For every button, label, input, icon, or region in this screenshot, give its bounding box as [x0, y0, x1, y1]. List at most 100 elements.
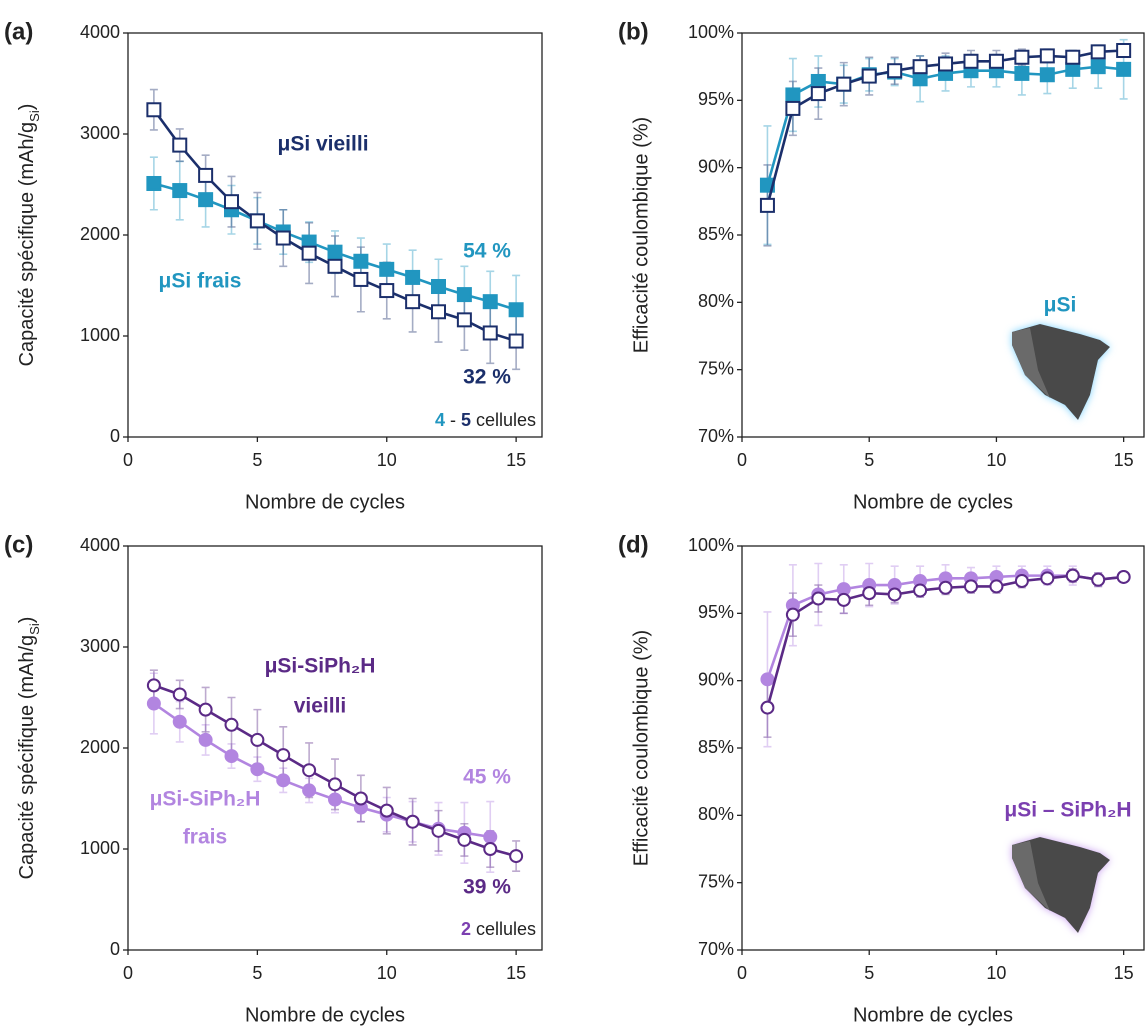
- x-axis-label: Nombre de cycles: [245, 1004, 405, 1026]
- particle-icon: [1012, 837, 1110, 933]
- marker: [483, 829, 498, 844]
- marker: [456, 312, 472, 328]
- y-axis-label-part: Capacité spécifique (mAh/g: [16, 122, 38, 367]
- x-axis-label: Nombre de cycles: [245, 491, 405, 513]
- marker: [353, 271, 369, 287]
- marker: [963, 53, 979, 69]
- annotation: μSi – SiPh₂H: [1004, 799, 1131, 822]
- x-tick-label: 15: [1114, 963, 1134, 983]
- marker: [302, 763, 317, 778]
- y-axis-label: Efficacité coulombique (%): [630, 117, 652, 353]
- y-tick-label: 0: [110, 426, 120, 446]
- marker: [482, 325, 498, 341]
- y-tick-label: 2000: [80, 737, 120, 757]
- marker: [250, 762, 265, 777]
- x-axis-label: Nombre de cycles: [853, 491, 1013, 513]
- marker: [146, 102, 162, 118]
- marker: [1116, 61, 1132, 77]
- marker: [146, 696, 161, 711]
- marker: [1014, 65, 1030, 81]
- marker: [759, 197, 775, 213]
- annotation: 54 %: [463, 240, 511, 263]
- marker: [198, 192, 214, 208]
- marker: [146, 678, 161, 693]
- marker: [836, 76, 852, 92]
- x-tick-label: 5: [252, 963, 262, 983]
- marker: [988, 53, 1004, 69]
- x-tick-label: 0: [737, 450, 747, 470]
- y-axis-label-part: Si: [27, 110, 42, 122]
- y-tick-label: 70%: [698, 426, 734, 446]
- marker: [508, 302, 524, 318]
- panel-label: (c): [4, 531, 33, 558]
- marker: [989, 579, 1004, 594]
- annotation: μSi frais: [159, 270, 242, 293]
- marker: [301, 245, 317, 261]
- x-tick-label: 0: [123, 450, 133, 470]
- annotation-part: 5: [461, 410, 471, 430]
- marker: [483, 842, 498, 856]
- marker: [431, 823, 446, 838]
- annotation: 2 cellules: [461, 919, 536, 939]
- x-tick-label: 5: [864, 963, 874, 983]
- y-axis-label-part: Capacité spécifique (mAh/g: [16, 635, 38, 880]
- marker: [887, 63, 903, 79]
- marker: [172, 183, 188, 199]
- marker: [198, 167, 214, 183]
- annotation: μSi-SiPh₂H: [150, 788, 261, 811]
- marker: [328, 792, 342, 807]
- marker: [405, 814, 420, 829]
- marker: [887, 587, 902, 602]
- y-tick-label: 1000: [80, 838, 120, 858]
- annotation-part: 4: [435, 410, 445, 430]
- y-tick-label: 95%: [698, 602, 734, 622]
- x-tick-label: 5: [252, 450, 262, 470]
- annotation: μSi: [1044, 294, 1077, 317]
- marker: [327, 258, 343, 274]
- panel-label: (a): [4, 18, 33, 45]
- x-tick-label: 10: [986, 450, 1006, 470]
- y-axis-label-part: ): [16, 617, 38, 624]
- marker: [379, 803, 394, 818]
- y-tick-label: 90%: [698, 669, 734, 689]
- x-tick-label: 5: [864, 450, 874, 470]
- y-tick-label: 1000: [80, 325, 120, 345]
- marker: [379, 283, 395, 299]
- y-axis-label: Capacité spécifique (mAh/gSi): [16, 104, 42, 367]
- marker: [224, 194, 239, 210]
- marker: [810, 73, 826, 89]
- marker: [456, 287, 472, 303]
- marker: [509, 849, 524, 864]
- x-tick-label: 10: [377, 963, 397, 983]
- y-tick-label: 75%: [698, 871, 734, 891]
- x-tick-label: 15: [1114, 450, 1134, 470]
- marker: [1091, 572, 1106, 587]
- marker: [198, 702, 213, 717]
- annotation: μSi-SiPh₂H: [265, 655, 376, 678]
- marker: [1065, 61, 1081, 77]
- marker: [1014, 49, 1030, 65]
- marker: [1065, 49, 1081, 65]
- marker: [861, 68, 877, 84]
- marker: [249, 213, 265, 229]
- x-tick-label: 0: [737, 963, 747, 983]
- marker: [836, 592, 851, 607]
- marker: [405, 269, 421, 285]
- annotation: frais: [183, 826, 227, 849]
- marker: [353, 253, 369, 269]
- y-tick-label: 4000: [80, 22, 120, 42]
- marker: [250, 732, 265, 747]
- marker: [431, 304, 446, 320]
- marker: [1090, 44, 1106, 60]
- marker: [276, 748, 291, 763]
- annotation: 39 %: [463, 876, 511, 899]
- marker: [172, 687, 187, 702]
- annotation-part: cellules: [471, 919, 536, 939]
- marker: [224, 749, 239, 764]
- annotation: μSi vieilli: [277, 133, 368, 156]
- marker: [431, 279, 446, 295]
- y-tick-label: 90%: [698, 156, 734, 176]
- marker: [1014, 574, 1029, 589]
- y-tick-label: 70%: [698, 939, 734, 959]
